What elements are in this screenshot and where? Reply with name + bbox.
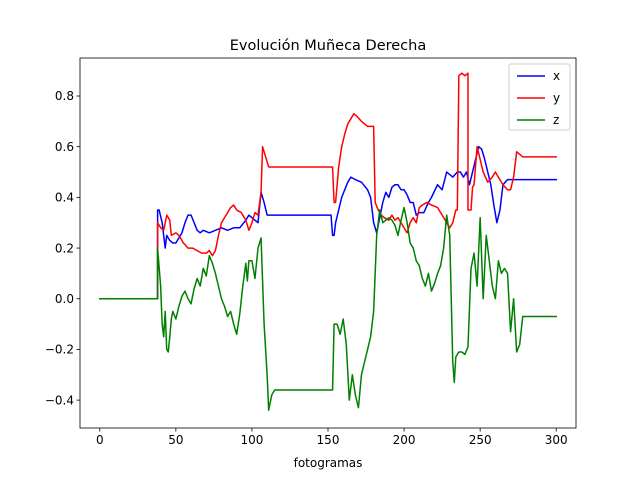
y-tick-label: 0.0: [55, 292, 74, 306]
plot-area: 0 50 100 150 200 250 300 −0.4 −0.2 0.0 0.2 0.4 0.6 0.…: [45, 57, 577, 447]
x-tick-label: 200: [393, 433, 416, 447]
x-tick-label: 100: [240, 433, 263, 447]
legend-label-y: y: [553, 91, 560, 105]
x-tick-label: 0: [96, 433, 104, 447]
x-axis-label: fotogramas: [294, 456, 363, 470]
y-tick-label: 0.4: [55, 191, 74, 205]
y-tick-label: −0.4: [45, 393, 74, 407]
legend-label-z: z: [553, 113, 559, 127]
y-tick-label: 0.2: [55, 241, 74, 255]
series-group: [99, 72, 557, 412]
legend-box: [508, 63, 571, 131]
legend-label-x: x: [553, 69, 560, 83]
x-tick-label: 150: [317, 433, 340, 447]
y-tick-label: 0.6: [55, 140, 74, 154]
y-tick-label: −0.2: [45, 343, 74, 357]
y-tick-label: 0.8: [55, 89, 74, 103]
series-line-y: [99, 72, 557, 300]
x-tick-label: 250: [469, 433, 492, 447]
chart-title: Evolución Muñeca Derecha: [230, 38, 426, 54]
series-line-z: [99, 206, 557, 412]
x-tick-label: 300: [545, 433, 568, 447]
legend: xyz: [508, 63, 571, 131]
x-tick-label: 50: [168, 433, 183, 447]
